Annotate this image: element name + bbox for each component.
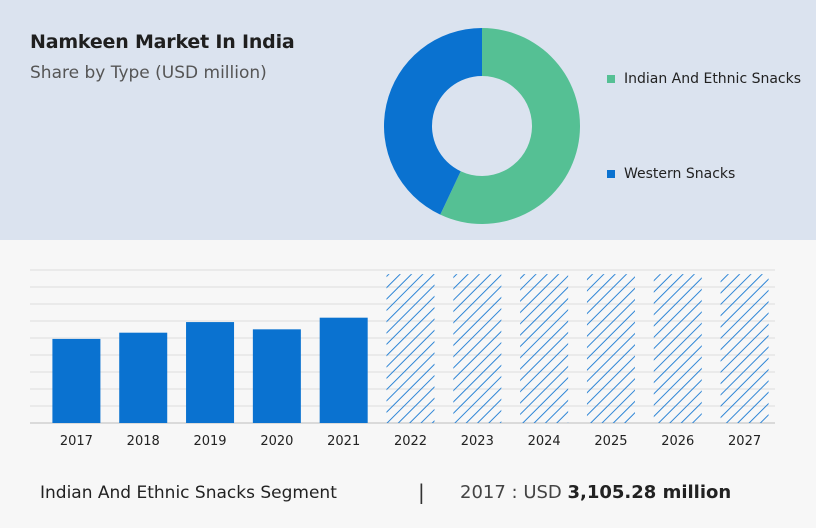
forecast-bar-2023 — [453, 274, 502, 423]
bar-2019 — [186, 322, 235, 423]
donut-slice-western — [384, 28, 482, 215]
x-tick-label: 2023 — [461, 434, 494, 449]
x-tick-label: 2024 — [528, 434, 561, 449]
x-tick-label: 2027 — [728, 434, 761, 449]
forecast-bar-2026 — [653, 274, 702, 423]
legend-label-indian: Indian And Ethnic Snacks — [624, 71, 802, 87]
donut-slice-indian — [440, 28, 580, 224]
x-tick-label: 2026 — [661, 434, 694, 449]
x-tick-label: 2019 — [193, 434, 226, 449]
legend-item-western: Western Snacks — [607, 166, 735, 182]
forecast-bar-2027 — [720, 274, 769, 423]
bar-2017 — [52, 338, 101, 423]
chart-subtitle: Share by Type (USD million) — [30, 63, 267, 83]
legend-item-indian: Indian And Ethnic Snacks — [607, 71, 801, 87]
legend-swatch-western — [607, 170, 615, 178]
bar-2020 — [252, 329, 301, 423]
x-tick-label: 2025 — [594, 434, 627, 449]
x-tick-label: 2021 — [327, 434, 360, 449]
x-tick-label: 2017 — [60, 434, 93, 449]
x-tick-label: 2018 — [127, 434, 160, 449]
x-tick-label: 2020 — [260, 434, 293, 449]
x-tick-label: 2022 — [394, 434, 427, 449]
legend-swatch-indian — [607, 75, 615, 83]
bar-chart: 2017 2018 2019 2020 2021 2022 2023 2024 2025 2026… — [30, 269, 775, 449]
bar-2018 — [119, 332, 168, 423]
chart-title: Namkeen Market In India — [30, 31, 295, 53]
segment-year: 2017 : USD — [460, 482, 568, 503]
segment-label: Indian And Ethnic Snacks Segment — [40, 483, 337, 503]
footer-separator: | — [418, 480, 425, 504]
legend-label-western: Western Snacks — [624, 166, 736, 182]
segment-value: 2017 : USD 3,105.28 million — [460, 482, 731, 503]
donut-chart — [384, 28, 580, 224]
segment-amount: 3,105.28 million — [567, 482, 732, 503]
forecast-bar-2024 — [520, 274, 569, 423]
forecast-bar-2022 — [386, 274, 435, 423]
bar-2021 — [319, 317, 368, 423]
forecast-bar-2025 — [586, 274, 635, 423]
